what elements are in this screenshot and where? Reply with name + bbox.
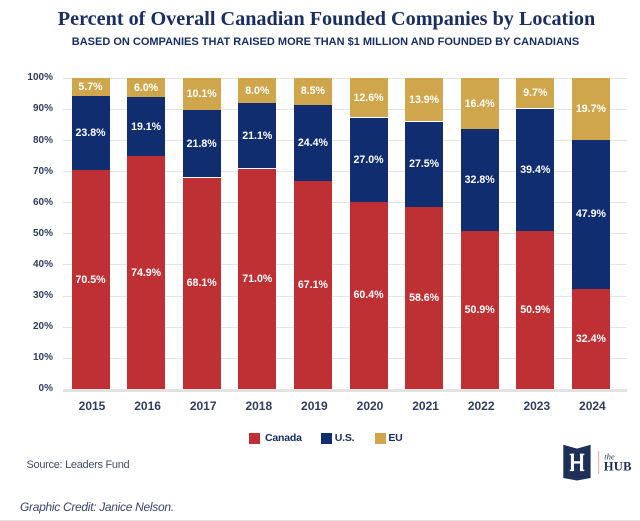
svg-text:the: the <box>604 452 615 462</box>
svg-text:HUB: HUB <box>604 459 632 473</box>
